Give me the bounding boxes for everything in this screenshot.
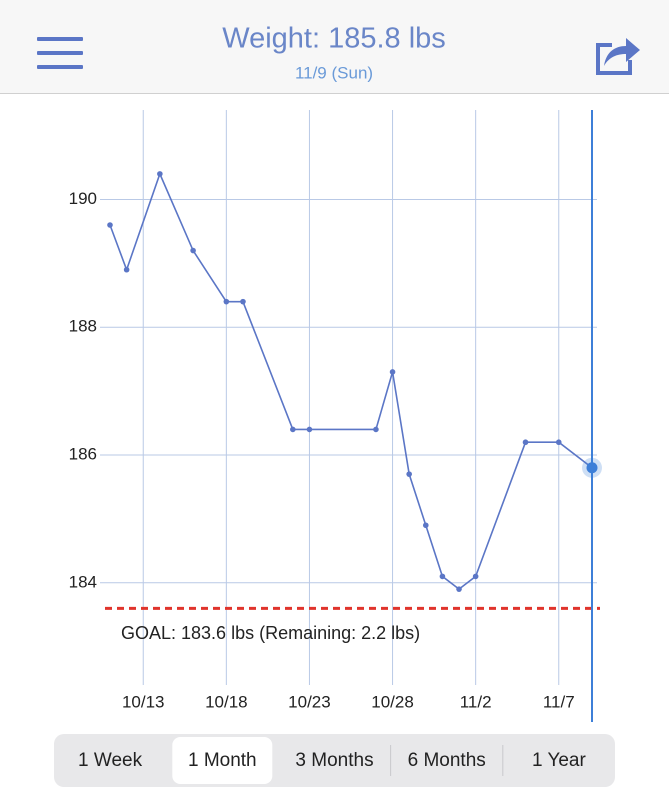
point [522,439,529,446]
range-tab[interactable]: 1 Year [532,750,587,771]
point [123,266,130,273]
point [157,171,163,177]
point [223,298,230,305]
y-tick-label: 190 [69,189,97,208]
selected-point[interactable] [586,462,598,474]
x-tick-label: 11/7 [543,692,575,711]
point [555,439,562,446]
tab-selected-bg [172,737,273,784]
x-tick-label: 11/2 [460,692,492,711]
point [373,426,379,433]
range-tab[interactable]: 3 Months [295,750,373,771]
x-tick-label: 10/13 [122,692,165,711]
goal-label: GOAL: 183.6 lbs (Remaining: 2.2 lbs) [121,623,420,643]
point [406,471,412,477]
point [306,426,313,433]
point [190,247,196,254]
share-box [596,43,632,75]
x-tick-label: 10/23 [288,692,331,711]
header-bar [0,0,669,93]
menu-bar [37,51,83,55]
range-tab[interactable]: 1 Week [78,750,143,771]
menu-button[interactable] [37,37,83,69]
range-tab[interactable]: 6 Months [408,750,486,771]
point [456,586,462,592]
header-title: Weight: 185.8 lbs [222,23,446,55]
menu-bar [37,37,83,41]
point [290,426,296,433]
header-subtitle: 11/9 (Sun) [295,63,373,82]
menu-bar [37,65,83,69]
point [439,573,446,580]
y-tick-label: 186 [69,444,97,463]
point [422,522,429,529]
y-tick-label: 188 [69,317,97,336]
point [240,298,246,305]
point [107,222,113,228]
x-tick-label: 10/18 [205,692,248,711]
point [472,573,479,580]
point [389,369,396,375]
x-tick-label: 10/28 [371,692,414,711]
y-tick-label: 184 [69,572,97,591]
share-button[interactable] [596,38,640,75]
weight-line [109,171,593,591]
share-arrow [604,38,640,66]
range-tab[interactable]: 1 Month [188,750,257,771]
